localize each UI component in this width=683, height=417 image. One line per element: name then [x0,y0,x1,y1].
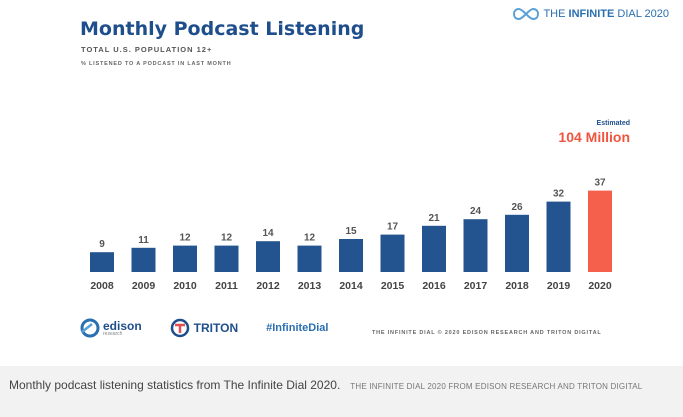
category-label-2008: 2008 [90,280,114,292]
bar-2015 [380,234,405,272]
category-label-2019: 2019 [547,280,571,292]
edison-logo: edison research [80,318,142,338]
footer-logos: edison research TRITON #InfiniteDial [80,318,328,338]
bar-2019 [546,201,571,272]
value-label-2013: 12 [304,233,316,244]
value-label-2010: 12 [179,233,191,244]
bar-2011 [214,245,239,272]
value-label-2015: 17 [387,222,399,233]
value-label-2016: 21 [428,213,440,224]
category-label-2014: 2014 [339,280,363,292]
bar-2018 [505,214,529,272]
category-label-2009: 2009 [132,280,156,292]
bar-2017 [463,219,488,272]
category-label-2016: 2016 [422,280,446,292]
image-caption: Monthly podcast listening statistics fro… [9,375,677,397]
infinite-dial-logo: THE INFINITE DIAL 2020 [513,8,669,20]
category-label-2015: 2015 [381,280,405,292]
brand-text-3: DIAL 2020 [614,8,669,20]
copyright-text: THE INFINITE DIAL © 2020 EDISON RESEARCH… [372,330,602,336]
estimated-label: Estimated [596,120,630,127]
value-label-2011: 12 [221,233,233,244]
bar-2009 [131,247,156,272]
value-label-2012: 14 [262,228,274,239]
category-label-2013: 2013 [298,280,322,292]
triton-name: TRITON [193,321,239,335]
value-label-2020: 37 [594,178,606,189]
bar-2008 [90,252,114,272]
brand-text-2: INFINITE [568,8,615,20]
edison-sub: research [103,331,123,337]
bar-2010 [173,245,197,272]
bar-2020 [588,190,612,272]
chart-slide: Monthly Podcast Listening TOTAL U.S. POP… [0,0,683,366]
triton-icon [170,318,189,338]
estimated-value: 104 Million [558,129,630,145]
chart-subtitle: TOTAL U.S. POPULATION 12+ [81,45,213,54]
value-label-2014: 15 [345,226,357,237]
value-label-2018: 26 [511,202,523,213]
triton-logo: TRITON [170,318,238,338]
category-label-2010: 2010 [173,280,197,292]
caption-credit: THE INFINITE DIAL 2020 FROM EDISON RESEA… [350,382,643,391]
category-label-2011: 2011 [215,280,238,292]
value-label-2019: 32 [553,189,565,200]
hashtag: #InfiniteDial [266,322,329,334]
chart-title: Monthly Podcast Listening [80,18,365,40]
bar-2013 [297,245,322,272]
bar-chart: 9 2008 11 2009 12 2010 12 2011 14 2012 12 2013 15 201… [90,178,612,292]
value-label-2008: 9 [99,239,105,250]
value-label-2009: 11 [138,235,149,246]
category-label-2018: 2018 [505,280,529,292]
category-label-2020: 2020 [588,280,612,292]
infinity-icon [513,8,540,20]
chart-subtitle-2: % LISTENED TO A PODCAST IN LAST MONTH [81,61,232,67]
edison-name: edison [103,319,142,333]
value-label-2017: 24 [470,206,482,217]
category-label-2017: 2017 [464,280,488,292]
edison-icon [80,318,100,338]
bar-2016 [422,225,446,272]
caption-text: Monthly podcast listening statistics fro… [9,378,341,392]
category-label-2012: 2012 [256,280,280,292]
brand-text-1: THE [543,8,569,20]
bar-2014 [339,239,363,272]
bar-2012 [256,241,280,272]
